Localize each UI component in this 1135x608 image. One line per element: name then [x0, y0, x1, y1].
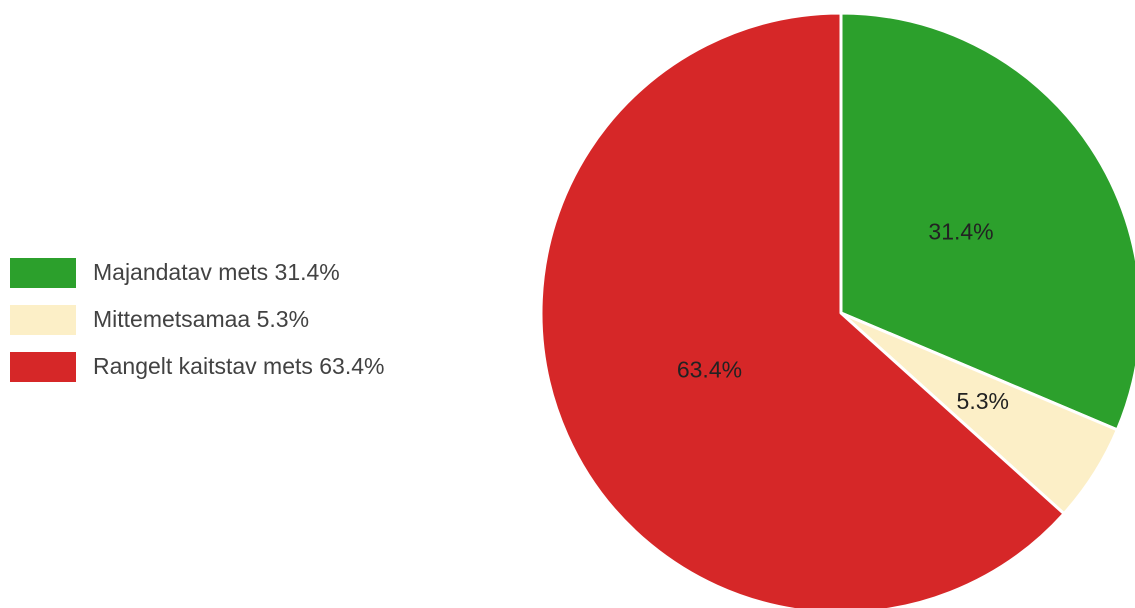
chart-legend: Majandatav mets 31.4% Mittemetsamaa 5.3%… — [10, 249, 384, 390]
legend-swatch-mittemetsamaa — [10, 304, 76, 335]
pie-slice-rangelt-kaitstav-mets[interactable] — [539, 11, 1066, 608]
legend-label-majandatav-mets: Majandatav mets 31.4% — [93, 259, 340, 285]
legend-swatch-majandatav-mets — [10, 257, 76, 288]
slice-label-rangelt-kaitstav-mets: 63.4% — [677, 357, 742, 383]
legend-item-majandatav-mets[interactable]: Majandatav mets 31.4% — [10, 249, 384, 296]
legend-label-mittemetsamaa: Mittemetsamaa 5.3% — [93, 306, 310, 332]
pie-slice-labels: 31.4% 5.3% 63.4% — [677, 219, 1009, 415]
pie-slice-majandatav-mets[interactable] — [839, 11, 1135, 432]
legend-swatch-rangelt-kaitstav-mets — [10, 351, 76, 382]
slice-label-majandatav-mets: 31.4% — [928, 219, 993, 245]
pie-slices — [539, 11, 1135, 608]
legend-label-rangelt-kaitstav-mets: Rangelt kaitstav mets 63.4% — [93, 353, 385, 379]
legend-item-mittemetsamaa[interactable]: Mittemetsamaa 5.3% — [10, 296, 384, 343]
legend-item-rangelt-kaitstav-mets[interactable]: Rangelt kaitstav mets 63.4% — [10, 343, 384, 390]
slice-label-mittemetsamaa: 5.3% — [957, 388, 1009, 414]
